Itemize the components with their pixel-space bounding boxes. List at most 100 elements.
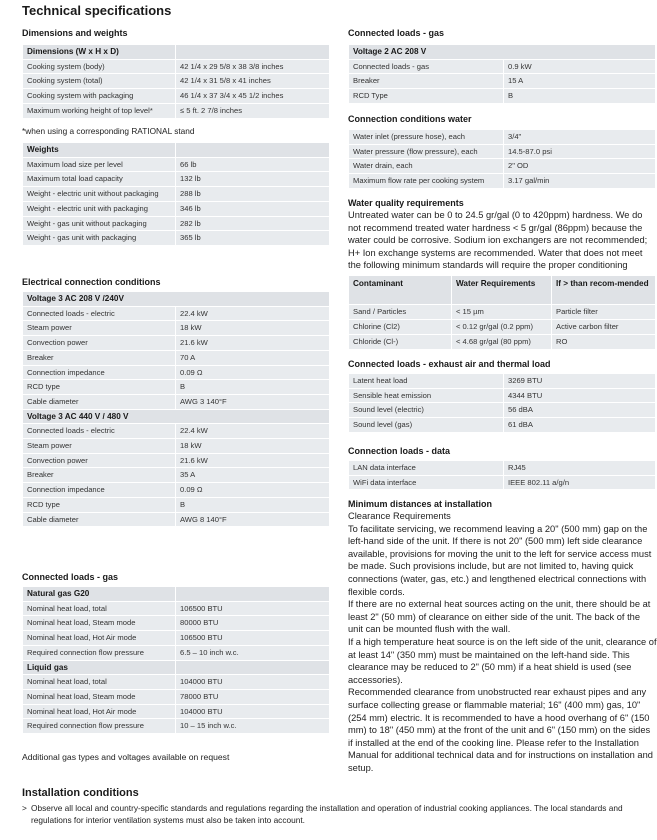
row-label: Weight - gas unit with packaging — [22, 230, 176, 246]
row-label: Latent heat load — [348, 373, 504, 389]
row-value: 21.6 kW — [175, 335, 330, 351]
table-row: Maximum flow rate per cooking system 3.17… — [348, 173, 656, 189]
row-value: 132 lb — [175, 171, 330, 188]
row-label: Maximum load size per level — [22, 156, 176, 173]
installation-title: Installation conditions — [22, 787, 139, 799]
electric-section-title: Electrical connection conditions — [22, 277, 161, 287]
table-header-row: Voltage 2 AC 208 V — [347, 44, 657, 60]
table-row: Convection power 21.6 kW — [22, 452, 330, 469]
row-label: LAN data interface — [348, 460, 504, 476]
row-value: ≤ 5 ft. 2 7/8 inches — [175, 102, 330, 119]
row-label: Connected loads - electric — [22, 305, 176, 322]
dims-section-title: Dimensions and weights — [22, 28, 128, 38]
row-value: 56 dBA — [503, 402, 656, 419]
row-label: Convection power — [22, 452, 176, 469]
row-label: Weight - electric unit with packaging — [22, 200, 176, 217]
table-row: Breaker 35 A — [22, 467, 330, 484]
row-value: 42 1/4 x 29 5/8 x 38 3/8 inches — [175, 58, 330, 75]
row-label: Maximum working height of top level* — [22, 102, 176, 119]
table-row: Breaker 15 A — [348, 73, 657, 90]
table-row: Nominal heat load, total 106500 BTU — [22, 600, 330, 617]
row-value: 104000 BTU — [175, 703, 330, 720]
row-value: 14.5-87.0 psi — [503, 143, 656, 160]
row-label: Connection impedance — [22, 364, 176, 381]
table-row: Weight - electric unit with packaging 346… — [22, 200, 330, 217]
row-label: Steam power — [22, 320, 176, 337]
table-row: Weight - electric unit without packaging… — [22, 186, 330, 202]
row-label: Connection impedance — [22, 482, 176, 498]
water-section-title: Connection conditions water — [348, 114, 472, 124]
header-spacer — [175, 659, 330, 676]
table-row: Cooking system (total) 42 1/4 x 31 5/8 x … — [22, 73, 330, 90]
row-label: Maximum flow rate per cooking system — [348, 173, 504, 189]
row-value: 18 kW — [175, 320, 330, 337]
table-row: Connection impedance 0.09 Ω — [22, 482, 330, 498]
table-row: LAN data interface RJ45 — [348, 460, 656, 476]
group-header: Voltage 3 AC 440 V / 480 V — [22, 408, 330, 425]
row-label: Sound level (electric) — [348, 402, 504, 419]
row-label: Convection power — [22, 335, 176, 351]
gas-electric-table: Voltage 2 AC 208 V Connected loads - gas 0… — [347, 44, 657, 104]
row-label: Required connection flow pressure — [22, 718, 176, 735]
row-value: 106500 BTU — [175, 630, 330, 646]
table-row: WiFi data interface IEEE 802.11 a/g/n — [348, 474, 656, 491]
row-value: RJ45 — [503, 460, 656, 476]
cell: RO — [551, 334, 656, 350]
cell: < 4.68 gr/gal (80 ppm) — [451, 334, 552, 350]
cell: Chlorine (Cl2) — [348, 319, 452, 335]
row-value: 104000 BTU — [175, 674, 330, 690]
row-value: 2" OD — [503, 158, 656, 175]
row-value: 15 A — [502, 73, 657, 90]
table-row: Sound level (gas) 61 dBA — [348, 417, 656, 433]
table-header-row: Voltage 3 AC 440 V / 480 V — [22, 408, 330, 425]
row-value: 346 lb — [175, 200, 330, 217]
table-row: Connection impedance 0.09 Ω — [22, 364, 330, 381]
clearance-paragraph: If there are no external heat sources ac… — [348, 599, 651, 635]
data-interface-table: LAN data interface RJ45 WiFi data interfac… — [348, 460, 656, 491]
row-label: Nominal heat load, Hot Air mode — [22, 630, 176, 646]
row-label: Water pressure (flow pressure), each — [348, 143, 504, 160]
exhaust-section-title: Connected loads - exhaust air and therma… — [348, 359, 551, 369]
row-label: Water inlet (pressure hose), each — [348, 129, 504, 145]
row-value: B — [175, 379, 330, 395]
row-value: 6.5 – 10 inch w.c. — [175, 644, 330, 661]
page-title: Technical specifications — [22, 3, 172, 18]
row-value: 3269 BTU — [503, 373, 656, 389]
table-row: RCD Type B — [348, 88, 657, 104]
table-row: Sensible heat emission 4344 BTU — [348, 387, 656, 404]
row-value: 3/4" — [503, 129, 656, 145]
table-row: Chlorine (Cl2) < 0.12 gr/gal (0.2 ppm) Act… — [348, 319, 656, 335]
table-row: Nominal heat load, Hot Air mode 106500 BT… — [22, 630, 330, 646]
table-row: RCD type B — [22, 496, 330, 513]
row-value: 106500 BTU — [175, 600, 330, 617]
table-row: Nominal heat load, Steam mode 80000 BTU — [22, 615, 330, 632]
water-quality-title: Water quality requirements — [348, 198, 464, 208]
exhaust-table: Latent heat load 3269 BTU Sensible heat em… — [348, 373, 656, 433]
cell: Chloride (Cl-) — [348, 334, 452, 350]
electric-table: Voltage 3 AC 208 V /240V Connected loads … — [22, 291, 330, 528]
data-section-title: Connection loads - data — [348, 446, 451, 456]
table-row: Nominal heat load, total 104000 BTU — [22, 674, 330, 690]
row-label: Steam power — [22, 438, 176, 454]
column-header: Water Requirements — [451, 275, 552, 305]
row-value: 66 lb — [175, 156, 330, 173]
table-row: Steam power 18 kW — [22, 438, 330, 454]
row-value: 78000 BTU — [175, 688, 330, 705]
row-label: Weight - gas unit without packaging — [22, 215, 176, 232]
row-value: 21.6 kW — [175, 452, 330, 469]
row-label: Sound level (gas) — [348, 417, 504, 433]
row-label: RCD type — [22, 496, 176, 513]
row-value: B — [502, 88, 657, 104]
row-value: 282 lb — [175, 215, 330, 232]
table-header-row: Weights — [22, 142, 330, 158]
table-row: Water pressure (flow pressure), each 14.5… — [348, 143, 656, 160]
row-value: 0.09 Ω — [175, 482, 330, 498]
stand-footnote: *when using a corresponding RATIONAL sta… — [22, 126, 195, 136]
weights-table: Weights Maximum load size per level 66 lb M… — [22, 142, 330, 246]
table-row: Required connection flow pressure 10 – 15… — [22, 718, 330, 735]
row-value: 0.9 kW — [502, 58, 657, 75]
water-table: Water inlet (pressure hose), each 3/4" Wat… — [348, 129, 656, 189]
min-distances-text: Clearance Requirements To facilitate serv… — [348, 510, 657, 774]
installation-item: > Observe all local and country-specific… — [22, 803, 657, 826]
header-spacer — [175, 142, 330, 158]
